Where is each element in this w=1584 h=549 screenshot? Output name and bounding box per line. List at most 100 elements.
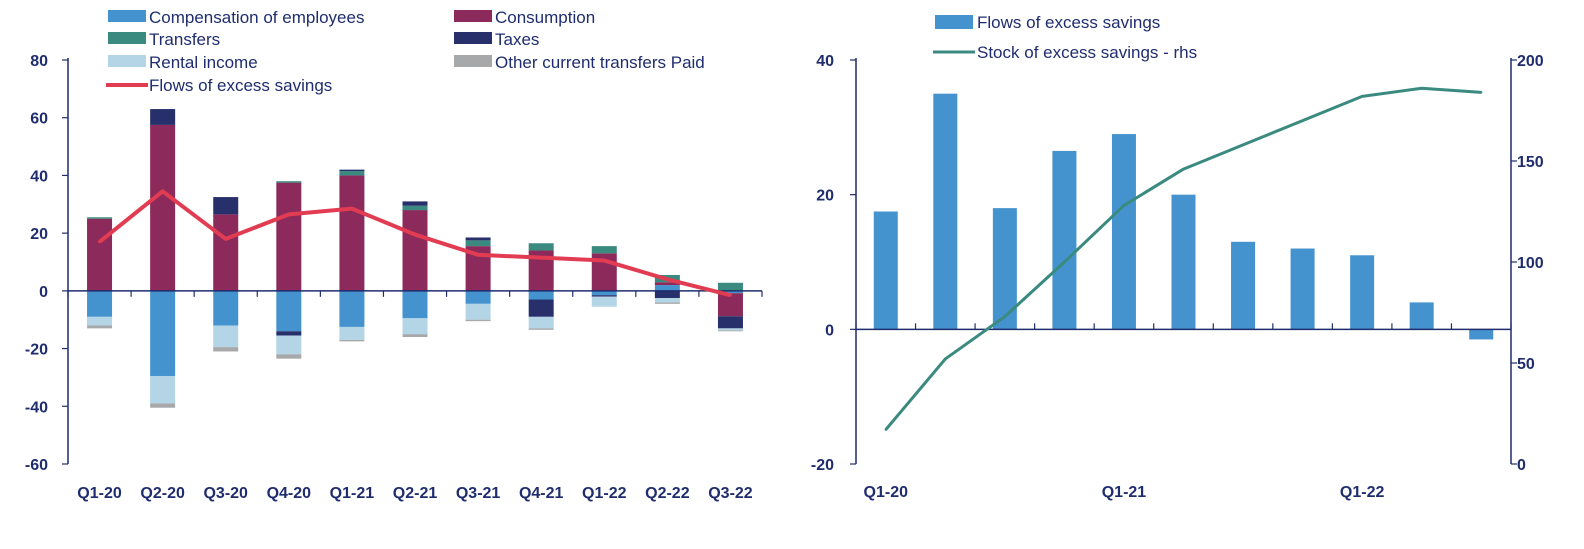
line-point-Q3-22 bbox=[728, 293, 732, 297]
stock-point-Q2-22 bbox=[1420, 87, 1423, 90]
y-tick-label-right: 150 bbox=[1517, 154, 1544, 171]
legend-swatch-flows_bar bbox=[935, 15, 973, 29]
bar-compensation-Q3-20 bbox=[213, 290, 239, 326]
bar-other-Q2-22 bbox=[654, 302, 680, 304]
y-tick-label: 80 bbox=[30, 53, 48, 70]
line-point-Q2-22 bbox=[665, 277, 669, 281]
bar-other-Q3-21 bbox=[465, 319, 491, 322]
bar-transfers-Q3-22 bbox=[717, 282, 743, 291]
x-tick-label: Q1-20 bbox=[864, 484, 909, 501]
y-tick-label: -20 bbox=[25, 342, 48, 359]
bar-compensation-Q1-21 bbox=[339, 290, 365, 327]
line-point-Q2-21 bbox=[413, 233, 417, 237]
bar-taxes-Q3-22 bbox=[717, 316, 743, 329]
bar-taxes-Q3-21 bbox=[465, 237, 491, 241]
bar-taxes-Q4-21 bbox=[528, 299, 554, 317]
line-point-Q4-21 bbox=[539, 256, 543, 260]
legend-swatch-taxes bbox=[454, 32, 492, 44]
stock-point-Q2-20 bbox=[944, 357, 947, 361]
legend-label-stock_line: Stock of excess savings - rhs bbox=[977, 43, 1197, 62]
left-plot-area: 80 60 40 20 0 -20 -40 -60 Q1-20 Q2-20 Q3-20 Q4-20 Q1… bbox=[25, 53, 763, 502]
x-tick-label: Q2-20 bbox=[140, 485, 185, 502]
bar-rental-Q1-20 bbox=[87, 316, 113, 326]
y-tick-label-left: 0 bbox=[825, 322, 834, 339]
bar-other-Q4-21 bbox=[528, 328, 554, 330]
y-tick-label: -40 bbox=[25, 399, 48, 416]
bar-taxes-Q1-21 bbox=[339, 169, 365, 172]
bar-flows-Q3-21 bbox=[1231, 241, 1256, 330]
bar-taxes-Q3-20 bbox=[213, 197, 239, 215]
x-tick-label: Q2-21 bbox=[393, 485, 438, 502]
bar-consumption-Q1-21 bbox=[339, 175, 365, 291]
line-point-Q1-21 bbox=[350, 207, 354, 211]
line-point-Q1-22 bbox=[602, 259, 606, 263]
bar-taxes-Q2-22 bbox=[654, 290, 680, 299]
bar-rental-Q1-21 bbox=[339, 326, 365, 340]
legend-swatch-transfers bbox=[108, 32, 146, 44]
bar-transfers-Q2-21 bbox=[402, 205, 428, 211]
line-point-Q1-20 bbox=[98, 240, 102, 244]
legend-swatch-consumption bbox=[454, 10, 492, 22]
x-tick-label: Q4-21 bbox=[519, 485, 564, 502]
left-chart: Compensation of employees Consumption Tran… bbox=[25, 8, 763, 502]
bar-transfers-Q3-21 bbox=[465, 240, 491, 247]
bar-other-Q2-21 bbox=[402, 334, 428, 338]
bar-consumption-Q4-20 bbox=[276, 182, 302, 291]
bar-flows-Q3-20 bbox=[992, 208, 1017, 330]
bar-flows-Q2-22 bbox=[1409, 302, 1434, 330]
legend-swatch-other bbox=[454, 55, 492, 67]
y-tick-label-right: 0 bbox=[1517, 457, 1526, 474]
bar-compensation-Q1-22 bbox=[591, 290, 617, 296]
stock-point-Q1-20 bbox=[884, 428, 887, 431]
bar-compensation-Q1-20 bbox=[87, 290, 113, 317]
bar-rental-Q3-20 bbox=[213, 325, 239, 348]
bar-rental-Q2-20 bbox=[150, 375, 176, 404]
bar-rental-Q1-22 bbox=[591, 296, 617, 307]
y-tick-label-right: 100 bbox=[1517, 255, 1544, 272]
x-tick-label: Q1-21 bbox=[330, 485, 375, 502]
bar-transfers-Q4-20 bbox=[276, 181, 302, 183]
x-tick-label: Q2-22 bbox=[645, 485, 690, 502]
x-tick-label: Q1-22 bbox=[582, 485, 627, 502]
bar-transfers-Q4-21 bbox=[528, 243, 554, 251]
stock-point-Q4-21 bbox=[1301, 119, 1304, 122]
bar-compensation-Q2-22 bbox=[654, 285, 680, 291]
x-tick-label: Q3-21 bbox=[456, 485, 501, 502]
bar-flows-Q4-20 bbox=[1052, 150, 1077, 330]
y-tick-label: -60 bbox=[25, 457, 48, 474]
y-tick-label-left: 40 bbox=[816, 53, 834, 70]
right-legend: Flows of excess savings Stock of excess s… bbox=[933, 13, 1197, 62]
bar-rental-Q4-21 bbox=[528, 316, 554, 329]
bar-taxes-Q4-20 bbox=[276, 331, 302, 336]
bar-rental-Q3-22 bbox=[717, 328, 743, 331]
bar-flows-Q1-22 bbox=[1350, 255, 1375, 330]
y-tick-label-left: 20 bbox=[816, 188, 834, 205]
line-point-Q2-20 bbox=[161, 189, 165, 193]
y-tick-label: 20 bbox=[30, 226, 48, 243]
bar-consumption-Q3-20 bbox=[213, 214, 239, 291]
bar-flows-Q3-22 bbox=[1469, 329, 1494, 340]
bar-other-Q1-21 bbox=[339, 339, 365, 342]
stock-point-Q3-21 bbox=[1241, 143, 1245, 147]
bar-consumption-Q2-22 bbox=[654, 282, 680, 286]
stock-point-Q3-20 bbox=[1003, 315, 1007, 318]
bar-rental-Q2-22 bbox=[654, 298, 680, 303]
bar-consumption-Q2-21 bbox=[402, 210, 428, 291]
bar-other-Q2-20 bbox=[150, 403, 176, 408]
bar-compensation-Q4-20 bbox=[276, 290, 302, 332]
y-tick-label: 0 bbox=[39, 284, 48, 301]
bar-flows-Q1-21 bbox=[1111, 134, 1136, 330]
bar-consumption-Q3-22 bbox=[717, 293, 743, 317]
x-tick-label: Q1-20 bbox=[77, 485, 122, 502]
y-tick-label-right: 50 bbox=[1517, 356, 1535, 373]
y-tick-label: 60 bbox=[30, 111, 48, 128]
legend-label-rental: Rental income bbox=[149, 53, 258, 72]
stock-point-Q1-22 bbox=[1360, 95, 1364, 98]
legend-label-taxes: Taxes bbox=[495, 30, 539, 49]
bar-flows-Q4-21 bbox=[1290, 248, 1315, 330]
x-tick-label: Q1-21 bbox=[1102, 484, 1147, 501]
bar-other-Q3-22 bbox=[717, 330, 743, 332]
legend-swatch-compensation bbox=[108, 10, 146, 22]
bar-rental-Q3-21 bbox=[465, 303, 491, 320]
